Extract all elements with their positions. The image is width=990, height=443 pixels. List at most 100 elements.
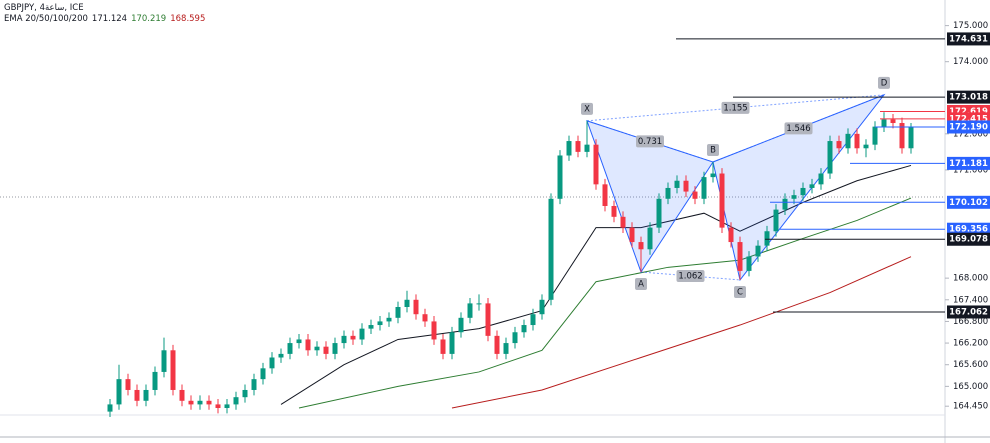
price-label: 169.078 bbox=[949, 235, 988, 245]
price-label: 174.631 bbox=[949, 34, 988, 44]
candle-body bbox=[242, 389, 248, 398]
price-label-box bbox=[947, 90, 990, 104]
candle-body bbox=[575, 141, 581, 152]
candle-body bbox=[890, 119, 896, 124]
ema-line bbox=[451, 256, 912, 409]
price-label-box bbox=[947, 156, 990, 170]
candle-body bbox=[422, 314, 428, 322]
ratio-box bbox=[721, 101, 750, 114]
candle-body bbox=[647, 227, 653, 250]
candle-body bbox=[863, 144, 869, 149]
candle-body bbox=[557, 155, 563, 199]
candle-body bbox=[809, 184, 815, 188]
candle-body bbox=[674, 180, 680, 188]
candle-body bbox=[251, 379, 257, 390]
price-label: 172.190 bbox=[949, 122, 988, 132]
candle-body bbox=[782, 198, 788, 210]
candle-body bbox=[494, 335, 500, 354]
candle-body bbox=[755, 245, 761, 257]
candle-body bbox=[314, 346, 320, 351]
candle-body bbox=[548, 198, 554, 300]
candle-body bbox=[638, 242, 644, 250]
indicator-value: 170.219 bbox=[131, 14, 167, 24]
candle-body bbox=[845, 133, 851, 149]
candle-body bbox=[512, 332, 518, 344]
candle-body bbox=[107, 404, 113, 412]
candle-body bbox=[143, 389, 149, 401]
ema-line bbox=[280, 164, 912, 405]
candle-body bbox=[395, 306, 401, 318]
candle-body bbox=[818, 173, 824, 185]
candle-body bbox=[125, 379, 131, 390]
candle-body bbox=[593, 144, 599, 185]
candle-body bbox=[404, 299, 410, 307]
candle-body bbox=[719, 173, 725, 228]
candle-body bbox=[233, 397, 239, 405]
candle-body bbox=[224, 404, 230, 409]
candle-body bbox=[620, 216, 626, 228]
candle-body bbox=[161, 350, 167, 372]
indicator-value: 171.124 bbox=[91, 14, 128, 24]
candle-body bbox=[584, 144, 590, 152]
point-box bbox=[635, 278, 647, 291]
candle-body bbox=[269, 357, 275, 369]
price-label: 171.181 bbox=[949, 159, 988, 169]
indicator-name: EMA 20/50/100/200 bbox=[4, 14, 88, 24]
candle-body bbox=[692, 191, 698, 199]
price-label: 172.619 bbox=[949, 107, 988, 117]
candle-body bbox=[440, 339, 446, 354]
candle-body bbox=[899, 123, 905, 149]
point-label: A bbox=[638, 280, 644, 290]
candle-body bbox=[764, 231, 770, 246]
candle-body bbox=[116, 379, 122, 405]
candle-body bbox=[773, 209, 779, 232]
indicator-legend: EMA 20/50/100/200 171.124 170.219 168.595 bbox=[4, 14, 209, 25]
y-tick-label: 166.800 bbox=[953, 317, 988, 327]
candle-body bbox=[368, 325, 374, 329]
candle-body bbox=[836, 141, 842, 149]
price-label-box bbox=[947, 232, 990, 246]
candle-body bbox=[737, 242, 743, 271]
ratio-box bbox=[784, 122, 813, 135]
candle-body bbox=[350, 335, 356, 340]
candle-body bbox=[539, 299, 545, 315]
ratio-label: 0.731 bbox=[638, 137, 662, 147]
candle-body bbox=[710, 173, 716, 178]
candle-body bbox=[305, 339, 311, 351]
candle-body bbox=[206, 400, 212, 405]
candle-body bbox=[449, 332, 455, 354]
y-tick-label: 175.000 bbox=[953, 21, 988, 31]
candle-body bbox=[170, 350, 176, 390]
price-label-box bbox=[947, 305, 990, 319]
candle-body bbox=[530, 314, 536, 326]
indicator-value: 168.595 bbox=[170, 14, 206, 24]
candle-body bbox=[746, 256, 752, 271]
candle-body bbox=[134, 389, 140, 401]
y-tick-label: 166.200 bbox=[953, 339, 988, 349]
candle-body bbox=[413, 299, 419, 315]
price-label: 172.415 bbox=[949, 114, 988, 124]
y-tick-label: 167.400 bbox=[953, 295, 988, 305]
candle-body bbox=[152, 371, 158, 390]
y-tick-label: 168.000 bbox=[953, 274, 988, 284]
legend: GBPJPY, 4ساعة, ICE EMA 20/50/100/200 171.… bbox=[4, 3, 209, 25]
candle-body bbox=[656, 198, 662, 228]
candle-body bbox=[872, 126, 878, 145]
candle-body bbox=[296, 339, 302, 344]
candle-body bbox=[683, 180, 689, 192]
price-label-box bbox=[947, 120, 990, 134]
candle-body bbox=[188, 400, 194, 405]
ratio-box bbox=[676, 269, 705, 282]
candle-body bbox=[287, 343, 293, 354]
price-label-box bbox=[947, 32, 990, 46]
ratio-label: 1.062 bbox=[678, 271, 702, 281]
candle-body bbox=[800, 187, 806, 196]
point-box bbox=[734, 285, 746, 298]
y-tick-label: 174.000 bbox=[953, 57, 988, 67]
point-label: X bbox=[584, 104, 590, 114]
point-box bbox=[878, 76, 890, 89]
y-tick-label: 172.000 bbox=[953, 129, 988, 139]
y-tick-label: 165.000 bbox=[953, 382, 988, 392]
candle-body bbox=[908, 126, 914, 149]
